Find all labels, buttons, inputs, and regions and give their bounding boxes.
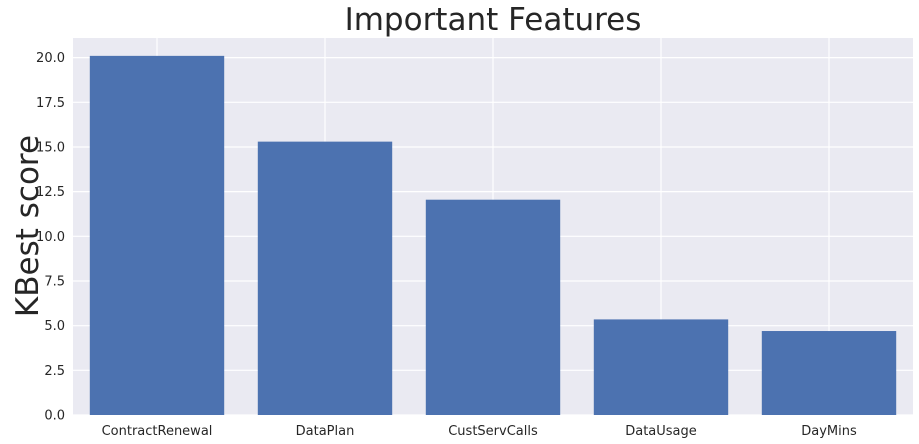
- y-tick-label: 7.5: [44, 274, 65, 289]
- y-tick-label: 15.0: [36, 140, 65, 155]
- y-axis-label: KBest score: [10, 135, 46, 317]
- bars: [89, 55, 897, 416]
- x-tick-label: CustServCalls: [448, 424, 538, 439]
- bar-contractrenewal: [89, 55, 225, 415]
- bar-dataplan: [257, 141, 393, 416]
- y-tick-label: 20.0: [36, 51, 65, 66]
- bar-datausage: [593, 319, 729, 415]
- y-tick-label: 2.5: [44, 364, 65, 379]
- x-tick-label: DataPlan: [296, 424, 355, 439]
- y-tick-label: 5.0: [44, 319, 65, 334]
- y-tick-label: 0.0: [44, 409, 65, 424]
- bar-daymins: [761, 331, 897, 415]
- chart-title: Important Features: [345, 2, 642, 38]
- y-tick-label: 12.5: [36, 185, 65, 200]
- y-axis-ticks: 0.0 2.5 5.0 7.5 10.0 12.5 15.0 17.5 20.0: [36, 51, 65, 423]
- x-axis-ticks: ContractRenewal DataPlan CustServCalls Data…: [102, 424, 857, 439]
- x-tick-label: DayMins: [801, 424, 857, 439]
- y-tick-label: 10.0: [36, 230, 65, 245]
- x-tick-label: DataUsage: [625, 424, 697, 439]
- x-tick-label: ContractRenewal: [102, 424, 213, 439]
- y-tick-label: 17.5: [36, 96, 65, 111]
- bar-custservcalls: [425, 199, 561, 415]
